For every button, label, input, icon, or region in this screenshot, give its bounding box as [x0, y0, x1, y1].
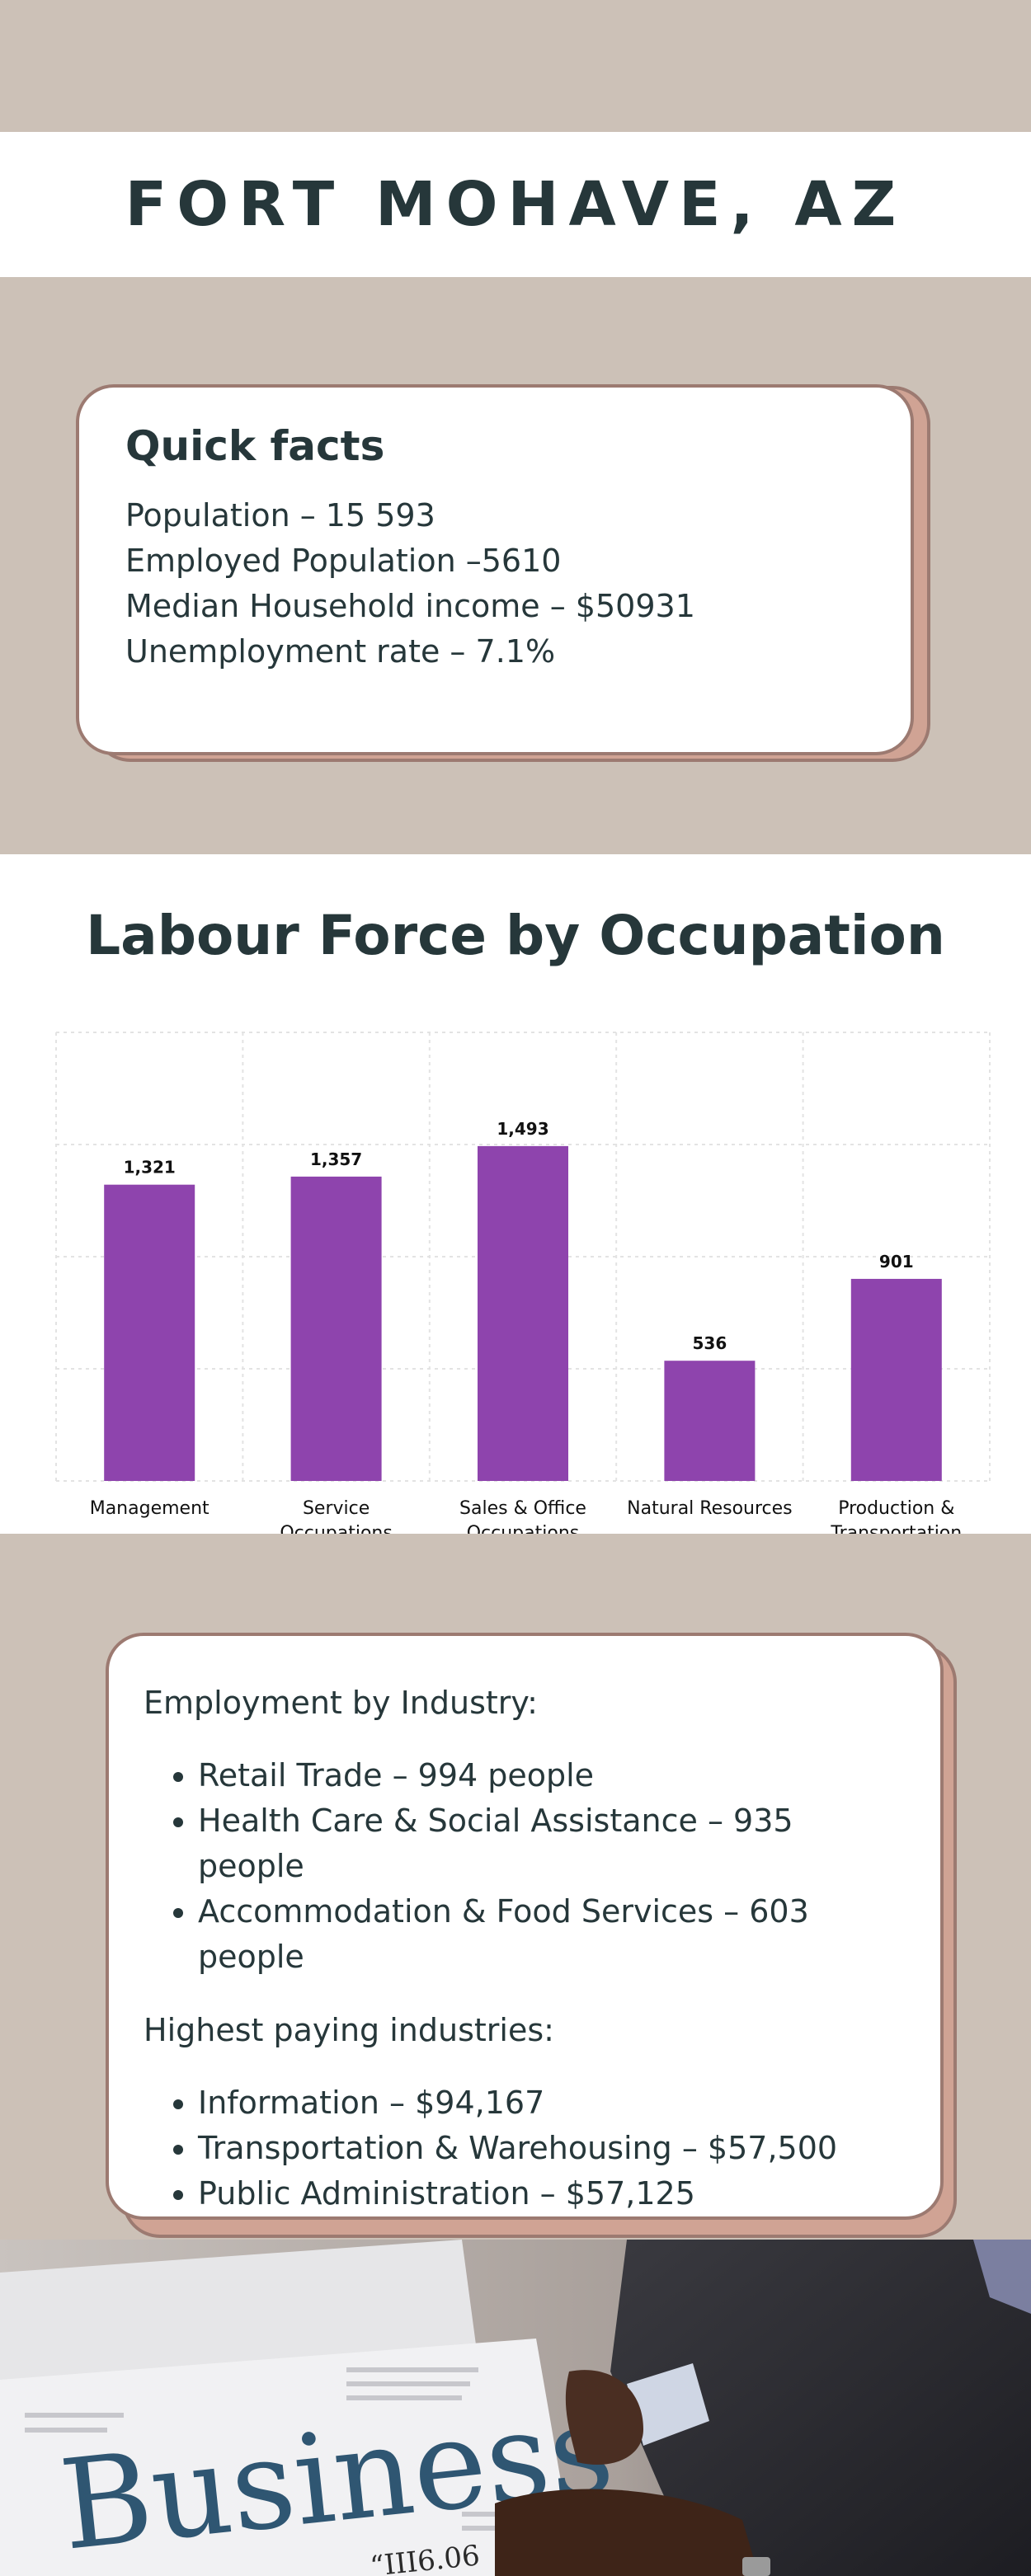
- data-label: 1,357: [310, 1149, 362, 1169]
- fact-employed-population: Employed Population –5610: [125, 543, 562, 579]
- list-item: Health Care & Social Assistance – 935 pe…: [198, 1798, 906, 1889]
- occupation-chart-section: Labour Force by Occupation 1,321 Manageme…: [0, 854, 1031, 1534]
- business-newspaper-photo: Business “III6.06: [0, 2240, 1031, 2576]
- quick-facts-card: Quick facts Population – 15 593 Employed…: [76, 384, 914, 755]
- bar: [850, 1278, 942, 1481]
- title-band: FORT MOHAVE, AZ: [0, 132, 1031, 277]
- paying-heading: Highest paying industries:: [144, 2012, 554, 2048]
- list-item: Retail Trade – 994 people: [198, 1753, 906, 1798]
- employment-list: Retail Trade – 994 people Health Care & …: [198, 1753, 906, 1980]
- data-label: 1,493: [497, 1119, 548, 1139]
- industry-card: Employment by Industry: Retail Trade – 9…: [106, 1633, 944, 2220]
- quick-facts-section: Quick facts Population – 15 593 Employed…: [0, 277, 1031, 854]
- chart-title: Labour Force by Occupation: [86, 904, 945, 967]
- bar: [664, 1361, 756, 1481]
- bar-chart: 1,321 Management 1,357 Service Occupations 1,…: [55, 1032, 991, 1534]
- data-label: 901: [879, 1252, 914, 1272]
- page-title: FORT MOHAVE, AZ: [125, 169, 906, 240]
- data-label: 1,321: [124, 1158, 176, 1178]
- paying-list: Information – $94,167 Transportation & W…: [198, 2080, 906, 2216]
- list-item: Information – $94,167: [198, 2080, 906, 2126]
- fact-population: Population – 15 593: [125, 497, 435, 534]
- category-label: Natural Resources: [627, 1498, 793, 1519]
- quick-facts-heading: Quick facts: [125, 422, 385, 470]
- category-label: Production &: [838, 1498, 954, 1519]
- category-label: Occupations: [280, 1523, 393, 1534]
- category-label: Management: [90, 1498, 209, 1519]
- industry-section: Employment by Industry: Retail Trade – 9…: [0, 1534, 1031, 2240]
- data-label: 536: [693, 1333, 727, 1353]
- fact-median-income: Median Household income – $50931: [125, 588, 695, 624]
- category-label: Service: [303, 1498, 370, 1519]
- list-item: Transportation & Warehousing – $57,500: [198, 2126, 906, 2171]
- list-item: Public Administration – $57,125: [198, 2171, 906, 2216]
- employment-heading: Employment by Industry:: [144, 1685, 538, 1721]
- category-label: Transportation: [830, 1523, 962, 1534]
- category-label: Sales & Office: [459, 1498, 586, 1519]
- bar: [104, 1184, 195, 1481]
- list-item: Accommodation & Food Services – 603 peop…: [198, 1889, 906, 1980]
- bar: [478, 1145, 568, 1481]
- top-band: [0, 0, 1031, 132]
- photo-illustration: Business “III6.06: [0, 2240, 1031, 2576]
- fact-unemployment-rate: Unemployment rate – 7.1%: [125, 633, 556, 670]
- bar: [290, 1176, 382, 1481]
- category-label: Occupations: [467, 1523, 580, 1534]
